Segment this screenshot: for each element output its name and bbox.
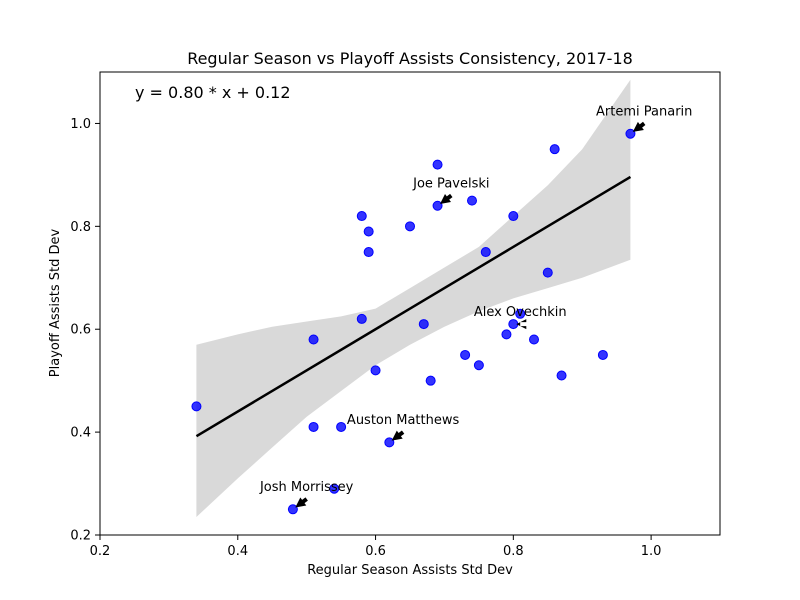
annotation-arrow xyxy=(632,121,646,132)
x-tick-label: 0.8 xyxy=(503,544,524,559)
annotation-label: Auston Matthews xyxy=(347,413,460,428)
confidence-band xyxy=(196,79,631,517)
data-point xyxy=(467,195,477,206)
y-tick-label: 0.6 xyxy=(70,323,91,338)
data-point xyxy=(384,437,395,448)
annotation-label: Josh Morrissey xyxy=(259,480,354,495)
data-point xyxy=(529,334,539,345)
data-point xyxy=(356,313,367,324)
data-point xyxy=(418,319,429,330)
regression-equation: y = 0.80 * x + 0.12 xyxy=(135,83,291,102)
data-point xyxy=(501,329,512,340)
y-axis-label: Playoff Assists Std Dev xyxy=(48,228,63,377)
regression-line xyxy=(195,175,632,438)
data-point xyxy=(542,267,553,278)
y-tick-label: 0.8 xyxy=(70,220,91,235)
y-tick-label: 0.2 xyxy=(70,529,91,544)
data-point xyxy=(480,247,491,258)
data-point xyxy=(425,375,436,386)
annotation-label: Alex Ovechkin xyxy=(474,305,567,320)
annotation-arrow xyxy=(440,193,453,204)
data-point xyxy=(363,247,374,258)
data-point xyxy=(556,370,567,381)
data-point xyxy=(287,504,298,515)
x-tick-label: 0.4 xyxy=(227,544,248,559)
data-point xyxy=(363,226,374,237)
data-point xyxy=(405,221,415,232)
data-point xyxy=(329,483,340,494)
y-tick-label: 1.0 xyxy=(70,117,91,132)
plot-frame xyxy=(99,71,721,536)
x-axis-label: Regular Season Assists Std Dev xyxy=(307,563,513,578)
data-point xyxy=(549,144,560,155)
y-tick-label: 0.4 xyxy=(70,426,91,441)
data-point xyxy=(460,349,471,360)
data-point xyxy=(473,360,484,371)
chart-title: Regular Season vs Playoff Assists Consis… xyxy=(187,49,633,68)
annotation-label: Artemi Panarin xyxy=(596,104,692,119)
data-point xyxy=(432,159,443,170)
data-point xyxy=(336,421,347,432)
annotation-label: Joe Pavelski xyxy=(412,176,489,191)
plot-area: Artemi Panarin Joe Pavelski Alex Ovechkin A… xyxy=(191,79,692,517)
x-tick-label: 1.0 xyxy=(641,544,662,559)
data-point xyxy=(515,308,526,319)
data-point xyxy=(191,401,202,412)
data-point xyxy=(597,349,608,360)
x-tick-label: 0.6 xyxy=(365,544,386,559)
annotation-arrow xyxy=(391,430,405,441)
data-point xyxy=(432,200,443,211)
data-point xyxy=(508,211,519,222)
annotation-arrow xyxy=(295,497,308,508)
data-point xyxy=(308,421,319,432)
axis-ticks: 0.2 0.4 0.6 0.8 1.0 0.2 0.4 0.6 0.8 1.0 xyxy=(70,117,661,559)
data-point xyxy=(356,211,367,222)
data-point xyxy=(308,334,319,345)
data-point xyxy=(625,128,636,139)
x-tick-label: 0.2 xyxy=(90,544,111,559)
data-point xyxy=(370,365,381,376)
annotation-arrow xyxy=(516,319,527,330)
